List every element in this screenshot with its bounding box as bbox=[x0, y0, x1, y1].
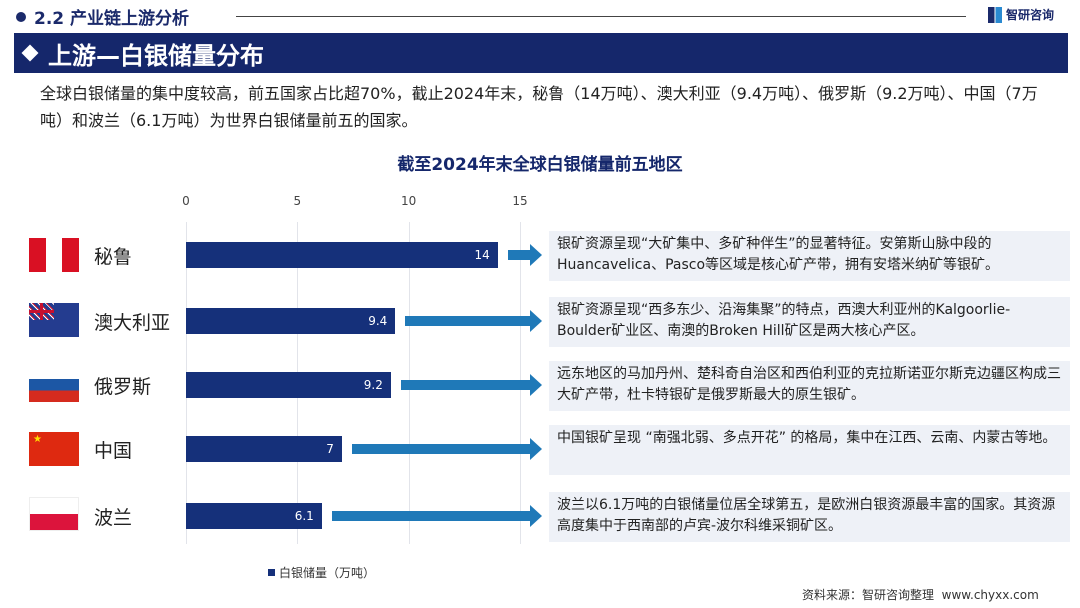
legend-swatch bbox=[268, 569, 275, 576]
category-label: 秘鲁 bbox=[94, 246, 133, 268]
arrow-icon bbox=[507, 244, 543, 266]
arrow-icon bbox=[351, 438, 543, 460]
bar: 9.2 bbox=[186, 372, 391, 398]
banner-title: 上游—白银储量分布 bbox=[48, 41, 264, 70]
flag-china-icon: ★ bbox=[29, 432, 79, 466]
axis-tick-label: 0 bbox=[182, 194, 190, 208]
bar: 14 bbox=[186, 242, 498, 268]
category-label: 澳大利亚 bbox=[94, 312, 171, 334]
bar: 7 bbox=[186, 436, 342, 462]
logo: 智研咨询 bbox=[988, 6, 1054, 23]
chart-legend: 白银储量（万吨） bbox=[268, 564, 375, 581]
divider bbox=[236, 16, 966, 17]
banner: 上游—白银储量分布 bbox=[14, 33, 1068, 73]
bar: 9.4 bbox=[186, 308, 396, 334]
logo-text: 智研咨询 bbox=[1006, 8, 1055, 22]
logo-icon bbox=[988, 6, 1002, 23]
section-heading: 2.2 产业链上游分析 bbox=[16, 4, 189, 29]
arrow-icon bbox=[400, 374, 543, 396]
category-label: 波兰 bbox=[94, 507, 133, 529]
description-box: 波兰以6.1万吨的白银储量位居全球第五，是欧洲白银资源最丰富的国家。其资源高度集… bbox=[549, 492, 1070, 542]
bullet-icon bbox=[16, 11, 26, 22]
flag-poland-icon bbox=[29, 497, 79, 531]
axis-tick-label: 5 bbox=[293, 194, 302, 208]
source-text: 资料来源：智研咨询整理 bbox=[802, 588, 935, 602]
diamond-icon bbox=[21, 44, 39, 62]
flag-peru-icon bbox=[29, 238, 79, 272]
axis-tick-label: 10 bbox=[401, 194, 417, 208]
arrow-icon bbox=[331, 505, 543, 527]
chart-title: 截至2024年末全球白银储量前五地区 bbox=[397, 155, 683, 175]
category-label: 中国 bbox=[94, 440, 133, 462]
intro-text: 全球白银储量的集中度较高，前五国家占比超70%，截止2024年末，秘鲁（14万吨… bbox=[40, 84, 1038, 130]
description-box: 远东地区的马加丹州、楚科奇自治区和西伯利亚的克拉斯诺亚尔斯克边疆区构成三大矿产带… bbox=[549, 361, 1070, 411]
axis-tick-label: 15 bbox=[512, 194, 528, 208]
description-box: 银矿资源呈现“西多东少、沿海集聚”的特点，西澳大利亚州的Kalgoorlie-B… bbox=[549, 297, 1070, 347]
description-box: 中国银矿呈现 “南强北弱、多点开花” 的格局，集中在江西、云南、内蒙古等地。 bbox=[549, 425, 1070, 475]
bar: 6.1 bbox=[186, 503, 322, 529]
source-note: 资料来源：智研咨询整理 www.chyxx.com bbox=[802, 586, 1039, 603]
source-url: www.chyxx.com bbox=[941, 588, 1039, 602]
description-box: 银矿资源呈现“大矿集中、多矿种伴生”的显著特征。安第斯山脉中段的Huancave… bbox=[549, 231, 1070, 281]
section-title: 2.2 产业链上游分析 bbox=[34, 9, 190, 29]
flag-australia-icon bbox=[29, 303, 79, 337]
category-label: 俄罗斯 bbox=[94, 376, 152, 398]
flag-russia-icon bbox=[29, 368, 79, 402]
arrow-icon bbox=[405, 310, 542, 332]
legend-label: 白银储量（万吨） bbox=[279, 566, 376, 580]
